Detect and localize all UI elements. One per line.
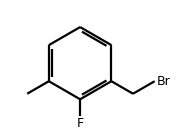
Text: F: F (77, 117, 84, 130)
Text: Br: Br (156, 75, 170, 88)
